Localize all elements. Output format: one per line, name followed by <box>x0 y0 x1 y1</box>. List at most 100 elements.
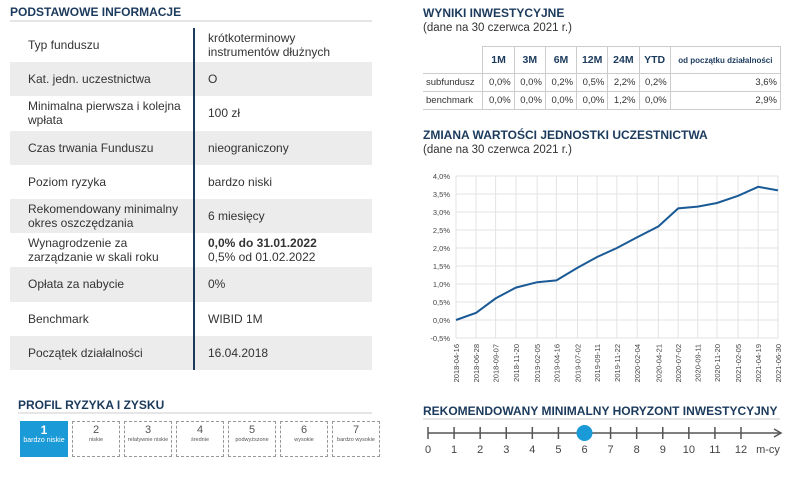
y-tick-label: 0,5% <box>433 298 450 307</box>
tick-label: 11 <box>709 444 720 456</box>
chart-title: ZMIANA WARTOŚCI JEDNOSTKI UCZESTNICTWA <box>423 128 708 142</box>
x-tick-label: 2021-02-05 <box>734 344 743 382</box>
cell: 0,0% <box>576 91 609 110</box>
info-row: Opłata za nabycie 0% <box>10 267 372 302</box>
risk-number: 3 <box>144 424 152 436</box>
info-value-line: 0,0% do 31.01.2022 <box>208 236 317 251</box>
cell: 0,2% <box>544 73 578 92</box>
subtitle: (dane na 30 czerwca 2021 r.) <box>423 22 572 34</box>
section-title: PROFIL RYZYKA I ZYSKU <box>18 398 165 412</box>
x-tick-label: 2018-04-16 <box>452 344 461 382</box>
x-tick-label: 2020-02-04 <box>633 344 642 382</box>
section-title: WYNIKI INWESTYCYJNE <box>423 6 565 20</box>
cell: 0,2% <box>638 73 671 92</box>
info-row: Kat. jedn. uczestnictwa O <box>10 62 372 97</box>
info-value: krótkoterminowy instrumentów dłużnych <box>193 28 368 63</box>
cell: 0,5% <box>576 73 609 92</box>
cell: 2,9% <box>669 91 782 110</box>
info-label: Rekomendowany minimalny okres oszczędzan… <box>28 202 179 231</box>
column-header: 1M <box>482 46 515 74</box>
x-tick-label: 2018-09-07 <box>492 344 501 382</box>
axis-arrow <box>773 428 783 438</box>
info-row: Minimalna pierwsza i kolejna wpłata 100 z… <box>10 96 372 131</box>
info-value-line: 0,5% od 01.02.2022 <box>208 250 316 265</box>
x-tick-label: 2018-11-20 <box>512 344 521 382</box>
x-tick-label: 2019-07-02 <box>574 344 583 382</box>
data-row: benchmark 0,0% 0,0% 0,0% 0,0% 1,2% 0,0% 2,9% <box>423 91 782 110</box>
tick-label: 8 <box>634 444 640 456</box>
y-tick-label: 1,0% <box>433 280 450 289</box>
tick-label: 9 <box>660 444 666 456</box>
x-tick-label: 2020-11-20 <box>713 344 722 382</box>
risk-level: 3 relatywnie niskie <box>124 421 172 457</box>
info-value: 0% <box>193 267 368 302</box>
info-label: Benchmark <box>28 311 89 326</box>
x-tick-label: 2019-04-16 <box>552 344 561 382</box>
y-tick-label: 4,0% <box>433 172 450 181</box>
cell: 0,0% <box>482 91 515 110</box>
y-tick-label: 3,0% <box>433 208 450 217</box>
risk-number: 5 <box>248 424 256 436</box>
risk-level: 6 wysokie <box>280 421 328 457</box>
y-tick-label: 3,5% <box>433 190 450 199</box>
cell: 2,2% <box>607 73 640 92</box>
header-row: 1M 3M 6M 12M 24M YTD od początku działalności <box>423 46 782 74</box>
info-value: nieograniczony <box>193 130 368 165</box>
risk-number: 4 <box>196 424 204 436</box>
info-row: Rekomendowany minimalny okres oszczędzan… <box>10 198 372 234</box>
cell: 0,0% <box>482 73 515 92</box>
section-title: PODSTAWOWE INFORMACJE <box>10 5 182 19</box>
info-row: Wynagrodzenie za zarządzanie w skali rok… <box>10 233 372 268</box>
y-tick-label: 2,5% <box>433 226 450 235</box>
column-header: YTD <box>638 46 671 74</box>
info-value: 16.04.2018 <box>193 335 368 370</box>
info-row: Typ funduszu krótkoterminowy instrumentów… <box>10 28 372 63</box>
column-header: 12M <box>576 46 609 74</box>
horizon-marker <box>576 425 593 441</box>
x-tick-label: 2020-07-02 <box>674 344 683 382</box>
info-value: O <box>193 62 368 97</box>
column-header: od początku działalności <box>669 46 782 74</box>
info-label: Minimalna pierwsza i kolejna wpłata <box>28 99 181 128</box>
info-label: Typ funduszu <box>28 38 100 53</box>
risk-level: 2 niskie <box>72 421 120 457</box>
info-row: Czas trwania Funduszu nieograniczony <box>10 130 372 165</box>
section-title: REKOMENDOWANY MINIMALNY HORYZONT INWESTY… <box>423 404 778 418</box>
x-tick-label: 2018-06-28 <box>472 344 481 382</box>
corner <box>423 46 484 74</box>
info-table: Typ funduszu krótkoterminowy instrumentów… <box>10 28 372 370</box>
tick-label: 7 <box>608 444 614 456</box>
risk-label: wysokie <box>294 437 314 443</box>
subtitle: (dane na 30 czerwca 2021 r.) <box>423 144 572 156</box>
risk-number: 1 <box>40 423 48 437</box>
risk-label: średnie <box>190 437 210 443</box>
risk-number: 6 <box>300 424 308 436</box>
risk-label: niskie <box>88 437 104 443</box>
x-tick-label: 2020-09-11 <box>694 344 703 382</box>
x-tick-label: 2021-06-30 <box>774 344 783 382</box>
line <box>455 185 779 321</box>
info-row: Początek działalności 16.04.2018 <box>10 335 372 370</box>
row-name: benchmark <box>423 91 484 110</box>
risk-label: bardzo wysokie <box>337 437 375 443</box>
tick-label: 6 <box>581 444 587 456</box>
info-value: 0,0% do 31.01.2022 0,5% od 01.02.2022 <box>193 233 368 268</box>
cell: 0,0% <box>513 91 546 110</box>
risk-label: podwyższone <box>235 437 269 443</box>
tick-label: 1 <box>451 444 457 456</box>
performance-table: 1M 3M 6M 12M 24M YTD od początku działalności s… <box>423 46 782 110</box>
risk-number: 2 <box>92 424 100 436</box>
info-label: Kat. jedn. uczestnictwa <box>28 72 151 87</box>
cell: 0,0% <box>638 91 671 110</box>
tick-label: 2 <box>477 444 483 456</box>
risk-level: 7 bardzo wysokie <box>332 421 380 457</box>
tick-label: 0 <box>425 444 431 456</box>
y-tick-label: 2,0% <box>433 244 450 253</box>
info-value: 6 miesięcy <box>193 198 368 234</box>
info-row: Poziom ryzyka bardzo niski <box>10 164 372 199</box>
tick-label: 3 <box>503 444 509 456</box>
risk-level: 5 podwyższone <box>228 421 276 457</box>
risk-scale: 1 bardzo niskie 2 niskie 3 relatywnie niskie 4… <box>20 421 384 457</box>
column-header: 3M <box>513 46 546 74</box>
